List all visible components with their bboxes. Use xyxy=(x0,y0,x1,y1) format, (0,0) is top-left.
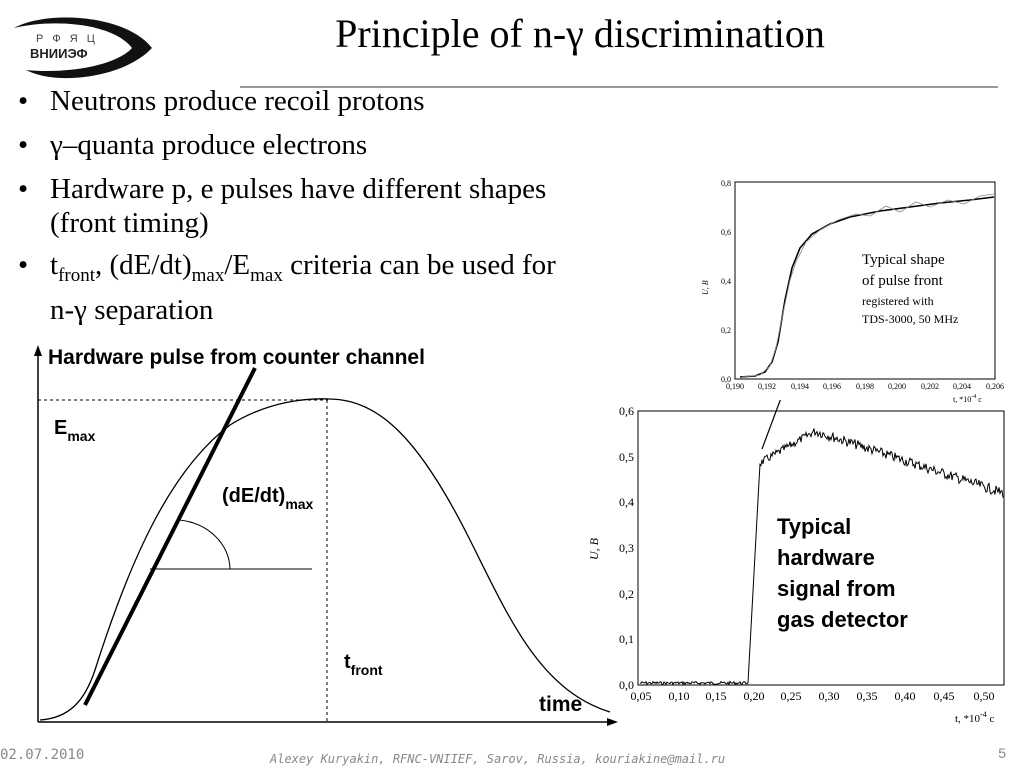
emax-label: Emax xyxy=(54,417,96,444)
bullet-item: • Neutrons produce recoil protons xyxy=(18,85,425,117)
svg-text:0,30: 0,30 xyxy=(819,689,840,703)
rfnc-vniief-logo: Р Ф Я Ц ВНИИЭФ xyxy=(14,17,152,79)
svg-text:0,204: 0,204 xyxy=(953,382,971,391)
title-divider xyxy=(240,86,998,88)
footer-author: Alexey Kuryakin, RFNC-VNIIEF, Sarov, Rus… xyxy=(270,752,726,766)
svg-text:0,200: 0,200 xyxy=(888,382,906,391)
svg-text:0,40: 0,40 xyxy=(895,689,916,703)
svg-text:0,3: 0,3 xyxy=(619,541,634,555)
svg-text:0,50: 0,50 xyxy=(974,689,995,703)
svg-text:0,20: 0,20 xyxy=(744,689,765,703)
gas-detector-signal-plot: 0,0 0,1 0,2 0,3 0,4 0,5 0,6 0,05 0,10 0,… xyxy=(587,400,1005,725)
svg-text:0,198: 0,198 xyxy=(856,382,874,391)
svg-text:0,8: 0,8 xyxy=(721,179,731,188)
bullet-item: • tfront, (dE/dt)max/Emax criteria can be… xyxy=(18,249,556,326)
svg-text:of pulse front: of pulse front xyxy=(862,273,944,289)
page-title: Principle of n-γ discrimination xyxy=(335,11,825,56)
svg-text:0,196: 0,196 xyxy=(823,382,841,391)
tfront-label: tfront xyxy=(344,651,383,678)
dedt-max-label: (dE/dt)max xyxy=(222,485,314,512)
svg-text:0,45: 0,45 xyxy=(934,689,955,703)
svg-text:0,10: 0,10 xyxy=(669,689,690,703)
pulse-front-note: Typical shape of pulse front registered … xyxy=(862,252,958,326)
svg-text:hardware: hardware xyxy=(777,545,875,570)
bullet-list: • Neutrons produce recoil protons • γ–quan… xyxy=(18,84,556,337)
svg-text:0,190: 0,190 xyxy=(726,382,744,391)
svg-text:0,194: 0,194 xyxy=(791,382,809,391)
diagram-heading: Hardware pulse from counter channel xyxy=(48,346,425,369)
svg-text:ВНИИЭФ: ВНИИЭФ xyxy=(30,46,88,61)
svg-text:0,0: 0,0 xyxy=(619,678,634,692)
svg-text:0,5: 0,5 xyxy=(619,450,634,464)
svg-text:0,0: 0,0 xyxy=(721,375,731,384)
gas-detector-note: Typical hardware signal from gas detecto… xyxy=(777,514,908,632)
time-axis-label: time xyxy=(539,693,582,716)
pulse-diagram: Hardware pulse from counter channel Emax… xyxy=(34,345,618,726)
svg-text:U, В: U, В xyxy=(701,280,710,295)
svg-text:registered with: registered with xyxy=(862,294,934,308)
svg-text:Typical shape: Typical shape xyxy=(862,252,945,268)
svg-text:Typical: Typical xyxy=(777,514,851,539)
svg-text:signal from: signal from xyxy=(777,576,896,601)
big-x-axis-label: t, *10-4 с xyxy=(955,710,994,725)
pulse-front-plot: 0,0 0,2 0,4 0,6 0,8 0,190 0,192 0,194 0,… xyxy=(701,179,1004,404)
svg-text:0,4: 0,4 xyxy=(721,277,731,286)
svg-text:0,05: 0,05 xyxy=(631,689,652,703)
footer-date: 02.07.2010 xyxy=(0,747,85,763)
svg-text:TDS-3000, 50 MHz: TDS-3000, 50 MHz xyxy=(862,312,958,326)
svg-text:0,15: 0,15 xyxy=(706,689,727,703)
svg-text:0,2: 0,2 xyxy=(619,587,634,601)
svg-text:0,192: 0,192 xyxy=(758,382,776,391)
svg-text:0,6: 0,6 xyxy=(721,228,731,237)
svg-text:0,2: 0,2 xyxy=(721,326,731,335)
svg-text:Р Ф Я Ц: Р Ф Я Ц xyxy=(36,33,98,45)
svg-text:0,4: 0,4 xyxy=(619,495,634,509)
bullet-item: • γ–quanta produce electrons xyxy=(18,129,368,161)
svg-text:0,35: 0,35 xyxy=(857,689,878,703)
svg-text:0,6: 0,6 xyxy=(619,404,634,418)
svg-text:0,1: 0,1 xyxy=(619,632,634,646)
svg-text:0,206: 0,206 xyxy=(986,382,1004,391)
svg-text:gas detector: gas detector xyxy=(777,607,908,632)
svg-text:U, В: U, В xyxy=(587,537,601,560)
bullet-item: • Hardware p, e pulses have different sha… xyxy=(18,173,547,239)
svg-text:0,202: 0,202 xyxy=(921,382,939,391)
small-x-axis-label: t, *10-4 с xyxy=(953,394,982,404)
page-number: 5 xyxy=(998,745,1006,761)
svg-text:0,25: 0,25 xyxy=(781,689,802,703)
